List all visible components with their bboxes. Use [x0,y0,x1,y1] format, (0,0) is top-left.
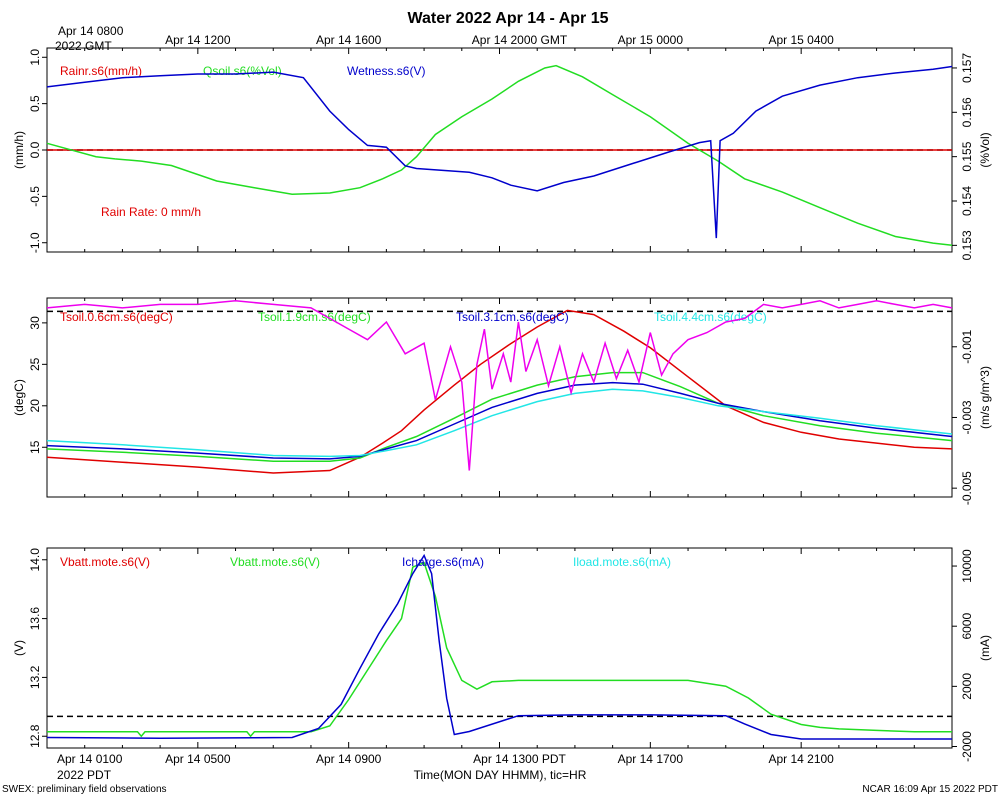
series-line [46,65,953,239]
annotation: Rain Rate: 0 mm/h [101,205,201,219]
series-line [46,381,953,460]
y-tick-label-right: 0.157 [960,53,974,83]
y-tick-label-left: -1.0 [28,232,42,253]
bottom-axis-label: Apr 14 0500 [165,752,231,766]
bottom-axis-label: Apr 14 2100 [768,752,834,766]
series-line [46,309,953,474]
y-tick-label-left: 0.0 [28,141,42,158]
panel-3: 14.0 13.6 13.2 12.8 (V) 10000 6000 2000 -2000 (mA… [12,547,992,762]
bottom-axis-first-label: Apr 14 0100 [57,752,123,766]
series-line [47,561,952,738]
y-tick-label-right: 10000 [960,549,974,583]
legend-entry: Iload.mote.s6(mA) [573,555,671,569]
bottom-axis-label: Apr 14 1300 PDT [473,752,566,766]
y-tick-label-right: 6000 [960,613,974,640]
panel-2: 30 25 20 15 (degC) -0.001 -0.003 -0.005 (m/s g/m… [12,297,992,505]
top-axis-first-label: Apr 14 0800 [58,24,124,38]
y-tick-label-left: 15 [28,440,42,454]
y-tick-label-left: 14.0 [28,548,42,572]
footer-left: SWEX: preliminary field observations [2,784,167,795]
legend-entry: Vbatt.mote.s6(V) [230,555,320,569]
series-line [46,300,953,471]
y-axis-label-left: (V) [12,640,26,656]
legend-entry: Tsoil.0.6cm.s6(degC) [60,310,173,324]
plot-panels: Apr 14 1200 Apr 14 0500 Apr 14 1600 Apr 14 … [12,33,992,766]
legend-entry: Rainr.s6(mm/h) [60,64,142,78]
y-tick-label-right: -0.001 [960,329,974,363]
y-axis-label-left: (mm/h) [12,131,26,169]
y-tick-label-left: 13.6 [28,607,42,631]
x-axis-label: Time(MON DAY HHMM), tic=HR [414,768,587,782]
y-tick-label-left: 12.8 [28,724,42,748]
y-tick-label-left: 13.2 [28,665,42,689]
y-tick-label-left: -0.5 [28,186,42,207]
y-axis-label-right: (m/s g/m^3) [978,366,992,429]
y-tick-label-right: 0.155 [960,141,974,171]
legend-entry: Tsoil.4.4cm.s6(degC) [654,310,767,324]
y-tick-label-left: 30 [28,316,42,330]
legend-entry: Tsoil.3.1cm.s6(degC) [456,310,569,324]
top-axis-label: Apr 15 0400 [768,33,834,47]
y-tick-label-left: 0.5 [28,95,42,112]
y-tick-label-right: 2000 [960,673,974,700]
series-line [46,388,953,458]
legend-entry: Vbatt.mote.s6(V) [60,555,150,569]
y-tick-label-right: -2000 [960,731,974,762]
y-axis-label-right: (mA) [978,635,992,661]
panel-1: 1.0 0.5 0.0 -0.5 -1.0 (mm/h) 0.157 0.156 0.155 0.… [12,47,992,260]
bottom-axis-first-sublabel: 2022 PDT [57,768,112,782]
y-tick-label-left: 25 [28,357,42,371]
footer-right: NCAR 16:09 Apr 15 2022 PDT [862,784,998,795]
legend-entry: Tsoil.1.9cm.s6(degC) [258,310,371,324]
top-axis-first-sublabel: 2022 GMT [55,39,112,53]
series-line [46,553,952,740]
y-tick-label-right: -0.005 [960,471,974,505]
top-axis-label: Apr 14 1200 [165,33,231,47]
legend-entry: Icharge.s6(mA) [402,555,484,569]
top-axis-label: Apr 14 1600 [316,33,382,47]
bottom-axis-label: Apr 14 1700 [618,752,684,766]
top-axis-label: Apr 14 2000 GMT [472,33,568,47]
y-tick-label-right: 0.153 [960,230,974,260]
y-tick-label-left: 20 [28,399,42,413]
series-line [46,64,953,247]
figure-title: Water 2022 Apr 14 - Apr 15 [408,10,609,27]
bottom-axis-label: Apr 14 0900 [316,752,382,766]
y-tick-label-left: 1.0 [28,49,42,66]
series-line [46,371,953,463]
legend-entry: Wetness.s6(V) [347,64,425,78]
y-tick-label-right: 0.154 [960,186,974,216]
top-axis-label: Apr 15 0000 [618,33,684,47]
panel-frame [46,547,953,749]
y-axis-label-left: (degC) [12,379,26,416]
y-axis-label-right: (%Vol) [978,132,992,167]
y-tick-label-right: 0.156 [960,97,974,127]
legend-entry: Qsoil.s6(%Vol) [203,64,282,78]
y-tick-label-right: -0.003 [960,400,974,434]
